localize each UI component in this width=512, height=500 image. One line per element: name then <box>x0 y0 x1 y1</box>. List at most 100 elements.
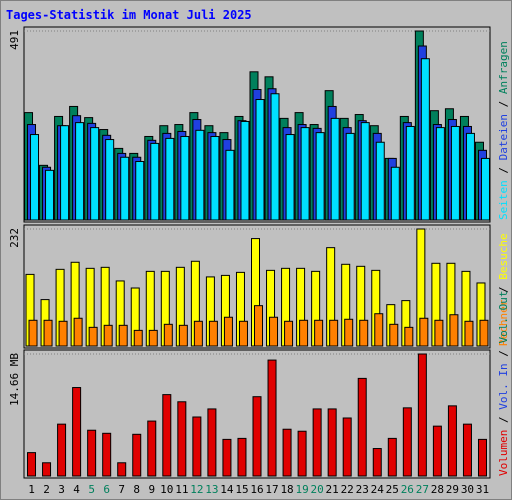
bar <box>240 120 250 221</box>
legend-entry: Anfragen <box>497 41 510 94</box>
bar <box>435 127 445 221</box>
bar <box>42 462 52 477</box>
bar <box>133 329 143 347</box>
bar <box>75 122 85 221</box>
bar <box>210 135 220 221</box>
bar <box>163 323 173 347</box>
bar <box>45 169 55 221</box>
x-tick-label: 21 <box>326 483 339 496</box>
x-tick-label: 8 <box>133 483 140 496</box>
bar <box>28 319 38 347</box>
bar <box>102 432 112 477</box>
bar <box>207 408 217 477</box>
y-tick-label: 232 <box>8 228 21 248</box>
x-tick-label: 18 <box>280 483 293 496</box>
bar <box>447 405 457 477</box>
bar <box>103 324 113 347</box>
legend-entry: Vol. Out <box>497 291 510 344</box>
bar <box>359 319 369 347</box>
bar <box>267 359 277 477</box>
bar <box>238 320 248 347</box>
x-tick-label: 16 <box>250 483 263 496</box>
bar <box>148 329 158 347</box>
x-tick-label: 10 <box>160 483 173 496</box>
bar <box>434 319 444 347</box>
bar <box>237 437 247 477</box>
legend-separator: / <box>497 94 510 114</box>
bar <box>58 320 68 347</box>
bar <box>299 319 309 347</box>
bar <box>420 58 430 221</box>
bar <box>344 318 354 347</box>
bar <box>297 430 307 477</box>
bar <box>43 319 53 347</box>
bar <box>162 394 172 477</box>
x-tick-label: 29 <box>446 483 459 496</box>
bar <box>477 438 487 477</box>
x-tick-label: 25 <box>386 483 399 496</box>
bar <box>135 160 145 221</box>
legend-entry: Dateien <box>497 114 510 160</box>
bar <box>30 134 40 221</box>
bar <box>118 324 128 347</box>
legend: Rechner / Besuche <box>497 233 510 346</box>
bar <box>432 425 442 477</box>
bar <box>284 320 294 347</box>
x-tick-label: 11 <box>175 483 188 496</box>
bar <box>314 319 324 347</box>
legend-separator: / <box>497 280 510 300</box>
bar <box>178 324 188 347</box>
bar <box>372 448 382 477</box>
legend-entry: Vol. In <box>497 363 510 409</box>
bar <box>315 132 325 221</box>
bar <box>282 428 292 477</box>
legend: Seiten / Dateien / Anfragen <box>497 41 510 220</box>
bar <box>449 314 459 347</box>
x-tick-label: 27 <box>416 483 429 496</box>
bar <box>72 387 82 477</box>
bar <box>465 132 475 221</box>
bar <box>225 149 235 221</box>
y-tick-label: 14.66 MB <box>8 353 21 406</box>
legend-entry: Seiten <box>497 180 510 220</box>
x-tick-label: 19 <box>295 483 308 496</box>
legend-entry: Besuche <box>497 233 510 279</box>
bar <box>88 326 98 347</box>
bar <box>345 132 355 221</box>
x-tick-label: 3 <box>58 483 65 496</box>
bar <box>419 317 429 347</box>
x-tick-label: 9 <box>148 483 155 496</box>
x-tick-label: 2 <box>43 483 50 496</box>
bar <box>165 137 175 221</box>
bar <box>342 417 352 477</box>
bar <box>193 320 203 347</box>
bar <box>73 317 83 347</box>
bar <box>357 377 367 477</box>
x-tick-label: 31 <box>476 483 489 496</box>
bar <box>374 313 384 347</box>
x-tick-label: 4 <box>73 483 80 496</box>
chart-title: Tages-Statistik im Monat Juli 2025 <box>6 8 252 22</box>
bar <box>208 320 218 347</box>
bar <box>404 326 414 347</box>
bar <box>269 316 279 347</box>
bar <box>450 125 460 221</box>
legend-separator: / <box>497 160 510 180</box>
bar <box>195 129 205 221</box>
x-tick-label: 6 <box>103 483 110 496</box>
bar <box>27 452 37 477</box>
bar <box>285 134 295 221</box>
legend-separator: / <box>497 344 510 364</box>
bar <box>300 127 310 221</box>
bar <box>312 408 322 477</box>
bar <box>117 462 127 477</box>
bar <box>177 401 187 477</box>
x-tick-label: 1 <box>28 483 35 496</box>
x-tick-label: 23 <box>356 483 369 496</box>
bar <box>60 125 70 221</box>
bar <box>360 122 370 221</box>
bar <box>222 438 232 477</box>
legend-entry: Volumen <box>497 430 510 476</box>
x-tick-label: 12 <box>190 483 203 496</box>
